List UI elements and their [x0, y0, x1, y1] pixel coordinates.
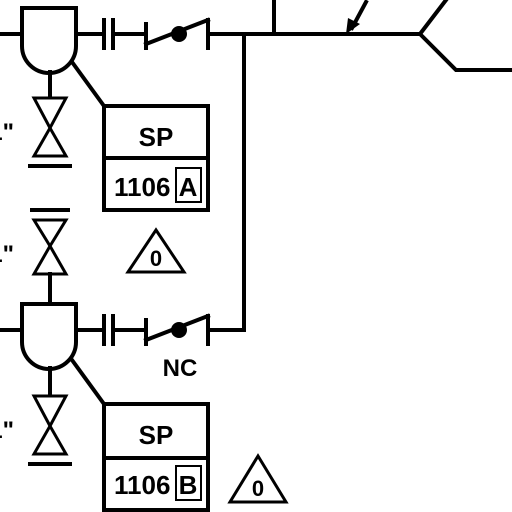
top-right-branch-line — [417, 0, 512, 72]
top-pump-body — [20, 6, 78, 75]
tag-a-number: 1106 — [114, 172, 170, 202]
tag-a-suffix-box — [175, 167, 202, 203]
revision-triangle-icon — [227, 453, 289, 504]
lower-tag-leader-line — [69, 357, 107, 407]
valve-upper-triangle — [31, 96, 69, 132]
valve-lower-triangle — [31, 124, 69, 158]
tag-a-suffix: A — [179, 172, 198, 202]
arrow-down-icon — [346, 18, 360, 34]
revision-triangle-icon — [125, 227, 187, 274]
revision-a-label: 0 — [150, 246, 162, 271]
top-tag-leader-line — [69, 59, 107, 109]
lower-branch — [0, 302, 246, 371]
revision-triangle-a: 0 — [125, 227, 187, 274]
revision-b-label: 0 — [252, 476, 264, 501]
lower-contact-pivot — [171, 322, 187, 338]
contact-label: NC — [163, 355, 198, 382]
valve-lower-triangle — [31, 242, 69, 276]
valve-size-label-lower: 1" — [0, 417, 14, 444]
revision-triangle-b: 0 — [227, 453, 289, 504]
tag-b: SP 1106 B — [102, 402, 210, 512]
top-contact-pivot — [171, 26, 187, 42]
lower-drain-valve — [28, 394, 72, 466]
tag-b-type: SP — [139, 420, 174, 450]
valve-upper-triangle — [31, 394, 69, 430]
tag-a: SP 1106 A — [102, 104, 210, 212]
valve-lower-triangle — [31, 422, 69, 456]
tag-a-type: SP — [139, 122, 174, 152]
tag-b-suffix-box — [175, 465, 202, 501]
valve-upper-triangle — [31, 218, 69, 249]
tag-b-number: 1106 — [114, 470, 170, 500]
top-drain-valve — [28, 96, 72, 168]
tag-b-suffix: B — [179, 470, 198, 500]
valve-size-label-top: 1" — [0, 119, 14, 146]
valve-size-label-mid: 1" — [0, 241, 14, 268]
top-branch — [0, 0, 512, 75]
lower-pump-body — [20, 302, 78, 371]
middle-valve — [30, 208, 70, 304]
